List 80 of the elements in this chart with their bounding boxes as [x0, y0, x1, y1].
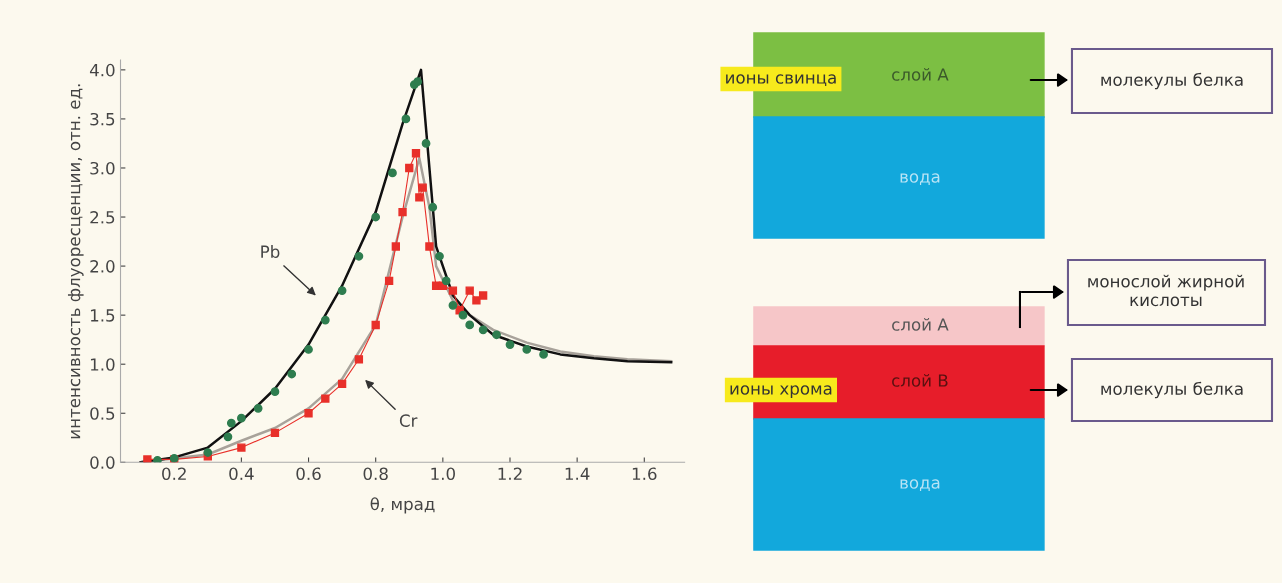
- point: [472, 296, 481, 305]
- point: [478, 325, 488, 335]
- point: [492, 330, 501, 340]
- point: [398, 207, 407, 217]
- point: [337, 379, 347, 388]
- point: [413, 77, 423, 87]
- point: [441, 276, 451, 286]
- y-tick-label: 2.5: [90, 210, 115, 224]
- point: [226, 418, 236, 428]
- point: [253, 403, 263, 413]
- y-tick-label: 2.0: [90, 260, 115, 273]
- x-tick-label: 1.2: [498, 467, 522, 480]
- text: ионы свинца: [726, 74, 836, 86]
- point: [401, 114, 411, 124]
- text: монослой жирной кислоты: [1088, 274, 1244, 307]
- point: [505, 340, 515, 349]
- point: [465, 320, 475, 330]
- annotation: Cr: [399, 414, 418, 427]
- point: [320, 315, 330, 325]
- text: вода: [900, 173, 940, 185]
- x-tick-label: 0.4: [229, 467, 254, 481]
- point: [421, 139, 431, 148]
- point: [337, 286, 347, 295]
- point: [405, 163, 414, 173]
- text: молекулы белка: [1101, 381, 1243, 399]
- text: слой А: [892, 318, 949, 331]
- point: [435, 251, 444, 261]
- point: [411, 149, 421, 158]
- text: молекулы белка: [1101, 72, 1243, 90]
- x-tick-label: 1.0: [431, 467, 455, 481]
- point: [223, 432, 233, 442]
- point: [448, 300, 458, 310]
- point: [448, 286, 458, 295]
- text: слой А: [892, 68, 949, 81]
- point: [465, 286, 474, 295]
- x-axis-title: θ, мрад: [370, 497, 435, 514]
- point: [388, 168, 397, 178]
- text: ионы хрома: [730, 385, 832, 399]
- text: вода: [900, 479, 940, 491]
- text: слой В: [892, 374, 948, 387]
- point: [478, 291, 488, 300]
- point: [287, 369, 297, 379]
- point: [270, 387, 280, 397]
- point: [321, 394, 330, 403]
- point: [371, 320, 380, 330]
- x-tick-label: 0.2: [162, 467, 186, 481]
- y-tick-label: 0.0: [90, 456, 115, 469]
- y-axis-title: интенсивность флуоресценции, отн. ед.: [67, 84, 84, 439]
- point: [428, 202, 438, 212]
- y-tick-label: 4.0: [89, 63, 115, 77]
- point: [203, 448, 213, 457]
- point: [539, 350, 548, 359]
- point: [384, 276, 394, 285]
- y-tick-label: 1.0: [90, 358, 115, 371]
- y-tick-label: 1.5: [90, 309, 115, 322]
- y-tick-label: 3.5: [90, 112, 115, 126]
- point: [391, 242, 401, 251]
- point: [304, 409, 313, 418]
- point: [425, 242, 434, 251]
- point: [143, 455, 152, 463]
- x-tick-label: 1.6: [632, 467, 657, 481]
- x-tick-label: 0.6: [296, 467, 321, 481]
- point: [458, 310, 468, 320]
- point: [304, 345, 313, 354]
- point: [371, 212, 381, 222]
- y-tick-label: 0.5: [90, 407, 115, 420]
- line-series: [139, 68, 673, 463]
- point: [354, 355, 364, 364]
- point: [270, 428, 280, 438]
- point: [237, 443, 246, 452]
- x-tick-label: 1.4: [565, 467, 590, 480]
- point: [415, 193, 424, 202]
- y-tick-label: 3.0: [90, 161, 115, 175]
- point: [522, 345, 532, 354]
- point: [153, 455, 162, 463]
- point: [354, 251, 364, 261]
- point: [237, 413, 246, 423]
- annotation: Pb: [261, 245, 280, 258]
- x-tick-label: 0.8: [363, 467, 388, 481]
- point: [418, 183, 427, 192]
